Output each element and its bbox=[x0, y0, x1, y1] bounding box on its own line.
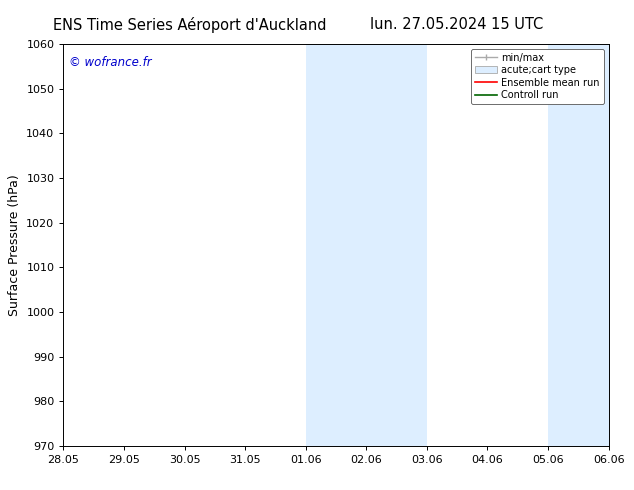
Bar bbox=[548, 44, 609, 446]
Y-axis label: Surface Pressure (hPa): Surface Pressure (hPa) bbox=[8, 174, 21, 316]
Text: ENS Time Series Aéroport d'Auckland: ENS Time Series Aéroport d'Auckland bbox=[53, 17, 327, 33]
Text: © wofrance.fr: © wofrance.fr bbox=[69, 56, 152, 69]
Legend: min/max, acute;cart type, Ensemble mean run, Controll run: min/max, acute;cart type, Ensemble mean … bbox=[471, 49, 604, 104]
Bar bbox=[306, 44, 427, 446]
Text: lun. 27.05.2024 15 UTC: lun. 27.05.2024 15 UTC bbox=[370, 17, 543, 32]
